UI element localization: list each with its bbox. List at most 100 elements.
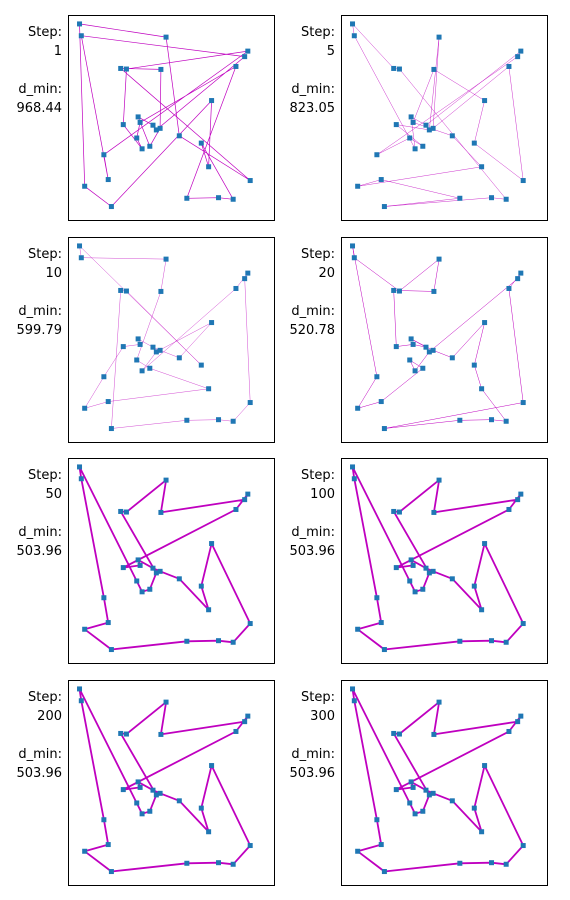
city-point-21 xyxy=(520,621,526,627)
city-point-4 xyxy=(242,719,248,725)
panel-step-50 xyxy=(68,458,275,664)
city-point-19 xyxy=(105,620,111,626)
city-point-18 xyxy=(209,98,215,104)
tour-route xyxy=(351,688,525,873)
city-point-23 xyxy=(503,196,509,202)
panel-frame xyxy=(341,237,548,443)
tour-route xyxy=(79,245,251,429)
city-point-0 xyxy=(77,21,83,27)
tour-route xyxy=(79,23,251,207)
panel-label: Step: 300 d_min: 503.96 xyxy=(275,688,336,783)
city-point-6 xyxy=(233,285,239,291)
city-point-3 xyxy=(245,491,251,497)
panel-step-10 xyxy=(68,237,275,443)
city-point-7 xyxy=(393,565,399,571)
city-point-9 xyxy=(150,787,156,793)
city-point-1 xyxy=(78,698,84,704)
spacer xyxy=(275,283,335,302)
city-point-17 xyxy=(198,362,204,368)
city-point-13 xyxy=(407,800,413,806)
city-point-4 xyxy=(242,497,248,503)
city-point-25 xyxy=(396,288,402,294)
city-point-0 xyxy=(77,243,83,249)
city-point-22 xyxy=(489,860,495,866)
city-point-24 xyxy=(184,638,190,644)
city-point-16 xyxy=(101,817,107,823)
city-point-13 xyxy=(407,578,413,584)
city-point-7 xyxy=(120,565,126,571)
city-point-6 xyxy=(506,728,512,734)
city-point-8 xyxy=(410,341,416,347)
city-point-22 xyxy=(216,195,222,201)
city-point-20 xyxy=(82,405,88,411)
dmin-value: 503.96 xyxy=(289,766,336,781)
city-point-2 xyxy=(436,699,442,705)
city-point-13 xyxy=(134,800,140,806)
city-point-10 xyxy=(430,125,436,131)
city-point-2 xyxy=(163,699,169,705)
city-point-27 xyxy=(381,869,387,875)
city-point-26 xyxy=(118,730,124,736)
city-point-9 xyxy=(150,122,156,128)
city-point-16 xyxy=(374,595,380,601)
spacer xyxy=(275,504,335,523)
city-point-5 xyxy=(431,288,437,294)
city-point-17 xyxy=(198,805,204,811)
city-point-21 xyxy=(520,400,526,406)
step-value: 5 xyxy=(326,44,335,59)
city-point-19 xyxy=(378,399,384,405)
city-point-7 xyxy=(393,344,399,350)
city-point-2 xyxy=(436,34,442,40)
city-point-22 xyxy=(216,638,222,644)
city-point-13 xyxy=(407,135,413,141)
panel-frame xyxy=(68,15,275,221)
city-point-13 xyxy=(134,357,140,363)
panel-label: Step: 1 d_min: 968.44 xyxy=(2,23,63,118)
dmin-label: d_min: xyxy=(291,304,335,319)
city-point-6 xyxy=(506,63,512,69)
dmin-label: d_min: xyxy=(18,82,62,97)
city-point-28 xyxy=(206,386,212,392)
city-point-29 xyxy=(408,779,414,785)
city-point-21 xyxy=(520,178,526,184)
city-point-7 xyxy=(120,787,126,793)
city-point-27 xyxy=(108,869,114,875)
panel-frame xyxy=(341,458,548,664)
city-point-23 xyxy=(503,418,509,424)
city-point-4 xyxy=(242,54,248,60)
city-point-17 xyxy=(471,362,477,368)
city-point-15 xyxy=(139,589,145,595)
city-point-11 xyxy=(153,349,159,355)
city-point-21 xyxy=(247,400,253,406)
tour-route xyxy=(78,688,252,873)
city-point-5 xyxy=(158,509,164,515)
city-point-18 xyxy=(482,320,488,326)
city-point-14 xyxy=(420,143,426,149)
city-point-27 xyxy=(108,426,114,432)
city-point-15 xyxy=(412,368,418,374)
city-point-7 xyxy=(393,787,399,793)
city-point-9 xyxy=(423,787,429,793)
city-point-2 xyxy=(163,477,169,483)
city-point-5 xyxy=(431,731,437,737)
city-point-29 xyxy=(135,336,141,342)
city-point-11 xyxy=(153,792,159,798)
city-point-8 xyxy=(137,119,143,125)
city-point-1 xyxy=(78,476,84,482)
city-point-3 xyxy=(518,48,524,54)
city-point-27 xyxy=(381,426,387,432)
city-point-12 xyxy=(449,133,455,139)
city-point-1 xyxy=(78,33,84,39)
city-point-16 xyxy=(374,817,380,823)
city-point-18 xyxy=(209,541,215,547)
step-value: 50 xyxy=(45,487,62,502)
city-point-24 xyxy=(457,195,463,201)
dmin-value: 520.78 xyxy=(289,323,336,338)
city-point-11 xyxy=(153,127,159,133)
city-point-29 xyxy=(408,336,414,342)
city-point-18 xyxy=(482,98,488,104)
city-point-6 xyxy=(233,63,239,69)
city-point-25 xyxy=(396,66,402,72)
panel-step-1 xyxy=(68,15,275,221)
